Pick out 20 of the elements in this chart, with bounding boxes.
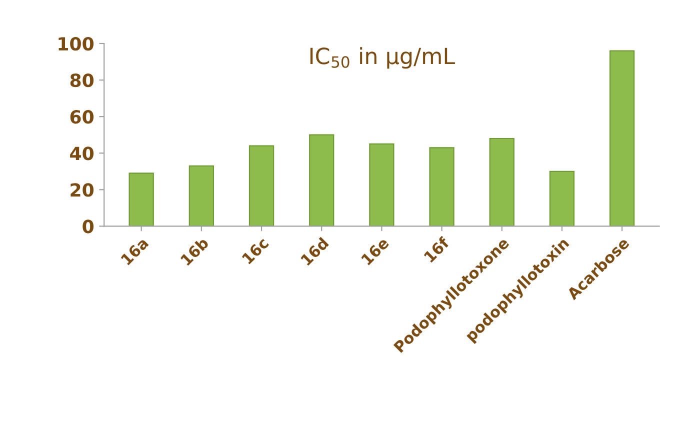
- bar: [609, 50, 635, 226]
- y-tick-label: 0: [82, 220, 94, 234]
- bar: [549, 170, 575, 226]
- bar: [429, 147, 454, 226]
- y-tick-label: 60: [70, 110, 94, 124]
- x-tick-label: 16b: [180, 236, 210, 266]
- y-tick-label: 80: [70, 74, 94, 88]
- x-tick-label: 16a: [120, 236, 149, 266]
- y-tick-label: 20: [70, 183, 94, 197]
- bar: [369, 143, 394, 226]
- bar: [489, 138, 514, 226]
- chart-title: IC$_{50}$ in µg/mL: [310, 47, 455, 69]
- y-tick-label: 40: [70, 146, 94, 160]
- bar: [188, 165, 214, 226]
- y-tick-label: 100: [58, 36, 94, 51]
- bar: [128, 172, 154, 226]
- x-tick-label: 16c: [242, 236, 270, 265]
- bar: [248, 145, 274, 226]
- x-tick-label: 16e: [360, 236, 390, 266]
- bar: [309, 134, 334, 226]
